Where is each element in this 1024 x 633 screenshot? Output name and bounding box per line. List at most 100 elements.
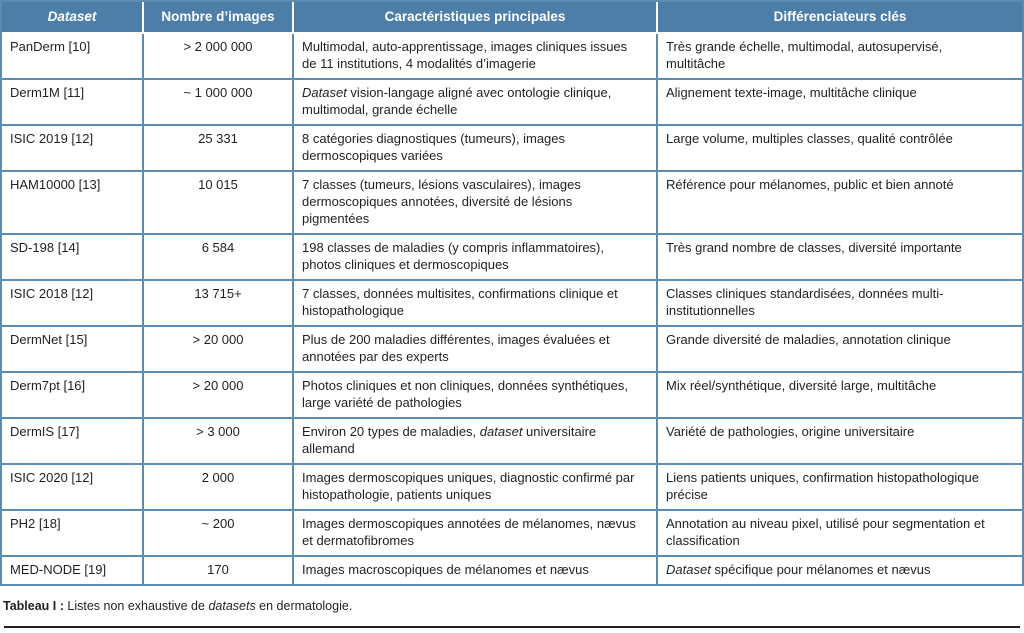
text-segment: Grande diversité de maladies, annotation… (666, 332, 951, 347)
count-cell: ~ 200 (144, 511, 294, 557)
text-segment: Dataset (666, 562, 711, 577)
table-row: DermIS [17] > 3 000 Environ 20 types de ma… (2, 419, 1022, 465)
characteristics-cell: Dataset vision-langage aligné avec ontol… (294, 80, 658, 126)
differentiators-cell: Large volume, multiples classes, qualité… (658, 126, 1022, 172)
text-segment: Images macroscopiques de mélanomes et næ… (302, 562, 589, 577)
differentiators-cell: Mix réel/synthétique, diversité large, m… (658, 373, 1022, 419)
text-segment: Listes non exhaustive de (63, 599, 209, 613)
dataset-cell: ISIC 2019 [12] (2, 126, 144, 172)
table-row: PH2 [18] ~ 200 Images dermoscopiques annot… (2, 511, 1022, 557)
count-cell: 6 584 (144, 235, 294, 281)
count-cell: > 20 000 (144, 327, 294, 373)
count-cell: > 3 000 (144, 419, 294, 465)
text-segment: Large volume, multiples classes, qualité… (666, 131, 953, 146)
text-segment: 7 classes (tumeurs, lésions vasculaires)… (302, 177, 581, 226)
characteristics-cell: Environ 20 types de maladies, dataset un… (294, 419, 658, 465)
count-cell: 13 715+ (144, 281, 294, 327)
table-row: MED-NODE [19] 170 Images macroscopiques de… (2, 557, 1022, 584)
dataset-cell: Derm7pt [16] (2, 373, 144, 419)
header-row: Dataset Nombre d’images Caractéristiques… (2, 2, 1022, 34)
characteristics-cell: Images dermoscopiques uniques, diagnosti… (294, 465, 658, 511)
table-row: HAM10000 [13] 10 015 7 classes (tumeurs, l… (2, 172, 1022, 235)
text-segment: 198 classes de maladies (y compris infla… (302, 240, 604, 272)
datasets-table-grid: Dataset Nombre d’images Caractéristiques… (2, 2, 1022, 584)
text-segment: vision-langage aligné avec ontologie cli… (302, 85, 612, 117)
table-row: PanDerm [10] > 2 000 000 Multimodal, auto-… (2, 34, 1022, 80)
differentiators-cell: Annotation au niveau pixel, utilisé pour… (658, 511, 1022, 557)
text-segment: spécifique pour mélanomes et nævus (710, 562, 931, 577)
characteristics-cell: 7 classes (tumeurs, lésions vasculaires)… (294, 172, 658, 235)
count-cell: 25 331 (144, 126, 294, 172)
text-segment: Mix réel/synthétique, diversité large, m… (666, 378, 937, 393)
characteristics-cell: 7 classes, données multisites, confirmat… (294, 281, 658, 327)
table-row: SD-198 [14] 6 584 198 classes de maladies … (2, 235, 1022, 281)
differentiators-cell: Variété de pathologies, origine universi… (658, 419, 1022, 465)
text-segment: datasets (208, 599, 256, 613)
text-segment: Dataset (302, 85, 347, 100)
table-row: Derm1M [11] ~ 1 000 000 Dataset vision-lan… (2, 80, 1022, 126)
text-segment: Tableau I : (3, 599, 64, 613)
text-segment: 8 catégories diagnostiques (tumeurs), im… (302, 131, 566, 163)
dataset-cell: DermNet [15] (2, 327, 144, 373)
text-segment: Alignement texte-image, multitâche clini… (666, 85, 917, 100)
text-segment: Liens patients uniques, confirmation his… (666, 470, 979, 502)
count-cell: 10 015 (144, 172, 294, 235)
text-segment: Annotation au niveau pixel, utilisé pour… (666, 516, 985, 548)
text-segment: Photos cliniques et non cliniques, donné… (302, 378, 628, 410)
characteristics-cell: 198 classes de maladies (y compris infla… (294, 235, 658, 281)
dataset-cell: Derm1M [11] (2, 80, 144, 126)
characteristics-cell: Multimodal, auto-apprentissage, images c… (294, 34, 658, 80)
differentiators-cell: Liens patients uniques, confirmation his… (658, 465, 1022, 511)
table-row: ISIC 2020 [12] 2 000 Images dermoscopiques… (2, 465, 1022, 511)
table-body: PanDerm [10] > 2 000 000 Multimodal, auto-… (2, 34, 1022, 584)
text-segment: Images dermoscopiques uniques, diagnosti… (302, 470, 635, 502)
characteristics-cell: Photos cliniques et non cliniques, donné… (294, 373, 658, 419)
differentiators-cell: Dataset spécifique pour mélanomes et næv… (658, 557, 1022, 584)
column-header-nombre-images: Nombre d’images (144, 2, 294, 34)
table-row: ISIC 2018 [12] 13 715+ 7 classes, données … (2, 281, 1022, 327)
text-segment: Plus de 200 maladies différentes, images… (302, 332, 610, 364)
count-cell: > 20 000 (144, 373, 294, 419)
dataset-cell: HAM10000 [13] (2, 172, 144, 235)
table-header: Dataset Nombre d’images Caractéristiques… (2, 2, 1022, 34)
column-header-dataset: Dataset (2, 2, 144, 34)
text-segment: Référence pour mélanomes, public et bien… (666, 177, 954, 192)
dataset-cell: ISIC 2018 [12] (2, 281, 144, 327)
dataset-cell: PH2 [18] (2, 511, 144, 557)
text-segment: Environ 20 types de maladies, (302, 424, 480, 439)
text-segment: en dermatologie. (255, 599, 353, 613)
dataset-cell: PanDerm [10] (2, 34, 144, 80)
table-row: DermNet [15] > 20 000 Plus de 200 maladies… (2, 327, 1022, 373)
dataset-cell: ISIC 2020 [12] (2, 465, 144, 511)
text-segment: Images dermoscopiques annotées de mélano… (302, 516, 636, 548)
column-header-caracteristiques: Caractéristiques principales (294, 2, 658, 34)
differentiators-cell: Alignement texte-image, multitâche clini… (658, 80, 1022, 126)
text-segment: Très grand nombre de classes, diversité … (666, 240, 962, 255)
table-row: ISIC 2019 [12] 25 331 8 catégories diagnos… (2, 126, 1022, 172)
differentiators-cell: Très grand nombre de classes, diversité … (658, 235, 1022, 281)
text-segment: dataset (479, 424, 523, 439)
characteristics-cell: Images dermoscopiques annotées de mélano… (294, 511, 658, 557)
characteristics-cell: Plus de 200 maladies différentes, images… (294, 327, 658, 373)
column-header-differenciateurs: Différenciateurs clés (658, 2, 1022, 34)
count-cell: ~ 1 000 000 (144, 80, 294, 126)
bottom-rule (4, 626, 1020, 628)
dataset-cell: DermIS [17] (2, 419, 144, 465)
datasets-table: Dataset Nombre d’images Caractéristiques… (0, 0, 1024, 586)
characteristics-cell: Images macroscopiques de mélanomes et næ… (294, 557, 658, 584)
count-cell: 170 (144, 557, 294, 584)
text-segment: universitaire allemand (302, 424, 597, 456)
table-caption: Tableau I : Listes non exhaustive de dat… (3, 599, 1024, 614)
dataset-cell: SD-198 [14] (2, 235, 144, 281)
text-segment: Variété de pathologies, origine universi… (666, 424, 915, 439)
differentiators-cell: Classes cliniques standardisées, données… (658, 281, 1022, 327)
dataset-cell: MED-NODE [19] (2, 557, 144, 584)
text-segment: Très grande échelle, multimodal, autosup… (666, 39, 943, 71)
differentiators-cell: Très grande échelle, multimodal, autosup… (658, 34, 1022, 80)
text-segment: Multimodal, auto-apprentissage, images c… (302, 39, 628, 71)
count-cell: 2 000 (144, 465, 294, 511)
characteristics-cell: 8 catégories diagnostiques (tumeurs), im… (294, 126, 658, 172)
table-row: Derm7pt [16] > 20 000 Photos cliniques et … (2, 373, 1022, 419)
text-segment: Classes cliniques standardisées, données… (666, 286, 944, 318)
text-segment: 7 classes, données multisites, confirmat… (302, 286, 618, 318)
